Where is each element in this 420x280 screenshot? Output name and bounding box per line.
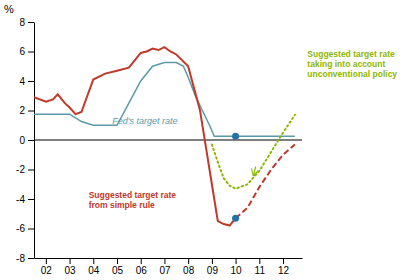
dot xyxy=(232,133,239,140)
x-tick: 04 xyxy=(88,258,100,276)
annotation-line: Suggested target rate xyxy=(307,49,395,59)
y-tick-label: 2 xyxy=(19,105,25,116)
line-dashed xyxy=(236,144,295,218)
x-tick-label: 10 xyxy=(231,265,243,276)
y-tick: 6 xyxy=(19,46,34,57)
x-tick-label: 11 xyxy=(255,265,266,276)
y-tick: -4 xyxy=(16,194,34,205)
y-tick-mark xyxy=(28,111,34,112)
x-tick-label: 02 xyxy=(41,265,53,276)
y-tick: 0 xyxy=(19,135,34,146)
annotation-line: Fed's target rate xyxy=(112,116,177,126)
dot xyxy=(232,215,239,222)
y-tick: -8 xyxy=(16,253,34,264)
x-tick: 10 xyxy=(231,258,243,276)
x-tick: 09 xyxy=(207,258,219,276)
x-tick: 07 xyxy=(159,258,171,276)
x-tick: 12 xyxy=(278,258,290,276)
y-tick: -6 xyxy=(16,223,34,234)
y-tick-label: -2 xyxy=(16,164,25,175)
x-tick-label: 06 xyxy=(136,265,148,276)
y-tick-mark xyxy=(28,140,34,141)
x-tick-mark xyxy=(93,258,94,264)
line-solid xyxy=(34,47,236,225)
y-axis: -8 -6 -4 -2 0 2 4 6 8 xyxy=(16,17,34,264)
annotation-line: taking into account xyxy=(307,59,385,69)
y-tick-mark xyxy=(28,22,34,23)
plot-area: 0203040506070809101112-8-6-4-202468%Fed'… xyxy=(4,3,397,276)
y-tick-label: 6 xyxy=(19,46,25,57)
x-tick: 06 xyxy=(136,258,148,276)
y-tick-mark xyxy=(28,199,34,200)
x-tick-mark xyxy=(236,258,237,264)
annotation: Suggested target ratefrom simple rule xyxy=(89,190,177,210)
x-tick-mark xyxy=(259,258,260,264)
x-tick-label: 05 xyxy=(112,265,124,276)
y-tick: -2 xyxy=(16,164,34,175)
annotation-line: from simple rule xyxy=(89,200,155,210)
y-tick-label: 4 xyxy=(19,76,25,87)
y-tick: 4 xyxy=(19,76,34,87)
x-tick-mark xyxy=(188,258,189,264)
annotation: Fed's target rate xyxy=(112,116,177,126)
x-tick: 05 xyxy=(112,258,124,276)
x-tick-mark xyxy=(164,258,165,264)
annotations: Fed's target rateSuggested target ratefr… xyxy=(89,49,398,210)
x-tick-label: 09 xyxy=(207,265,219,276)
x-tick-label: 03 xyxy=(65,265,77,276)
annotation-line: Suggested target rate xyxy=(89,190,177,200)
line-solid xyxy=(34,63,295,137)
y-tick-label: 0 xyxy=(19,135,25,146)
x-tick-mark xyxy=(212,258,213,264)
x-axis: 02 03 04 05 06 07 08 09 10 11 12 xyxy=(35,258,303,276)
y-tick-label: -4 xyxy=(16,194,25,205)
reference-line xyxy=(34,139,302,140)
x-tick-label: 04 xyxy=(88,265,100,276)
x-tick-mark xyxy=(46,258,47,264)
x-tick: 03 xyxy=(65,258,77,276)
x-tick-label: 07 xyxy=(159,265,171,276)
x-tick: 11 xyxy=(255,258,266,276)
x-tick-mark xyxy=(117,258,118,264)
x-axis-line xyxy=(35,258,303,259)
x-tick-label: 12 xyxy=(278,265,290,276)
x-tick: 08 xyxy=(183,258,195,276)
x-tick-label: 08 xyxy=(183,265,195,276)
annotation-arrow xyxy=(253,167,255,176)
y-tick-label: 8 xyxy=(19,17,25,28)
x-tick: 02 xyxy=(41,258,53,276)
y-tick-mark xyxy=(28,258,34,259)
y-tick-mark xyxy=(28,81,34,82)
x-tick-mark xyxy=(283,258,284,264)
y-tick-mark xyxy=(28,52,34,53)
y-tick-label: -6 xyxy=(16,223,25,234)
chart: 0203040506070809101112-8-6-4-202468%Fed'… xyxy=(0,0,420,280)
line-dotted xyxy=(212,115,295,189)
y-label: % xyxy=(4,3,14,15)
y-tick: 8 xyxy=(19,17,34,28)
annotation-line: unconventional policy xyxy=(307,69,397,79)
x-tick-mark xyxy=(70,258,71,264)
y-tick-label: -8 xyxy=(16,253,25,264)
annotation: Suggested target ratetaking into account… xyxy=(307,49,397,79)
y-tick-mark xyxy=(28,170,34,171)
x-tick-mark xyxy=(141,258,142,264)
y-tick: 2 xyxy=(19,105,34,116)
marks xyxy=(34,47,302,225)
y-tick-mark xyxy=(28,229,34,230)
